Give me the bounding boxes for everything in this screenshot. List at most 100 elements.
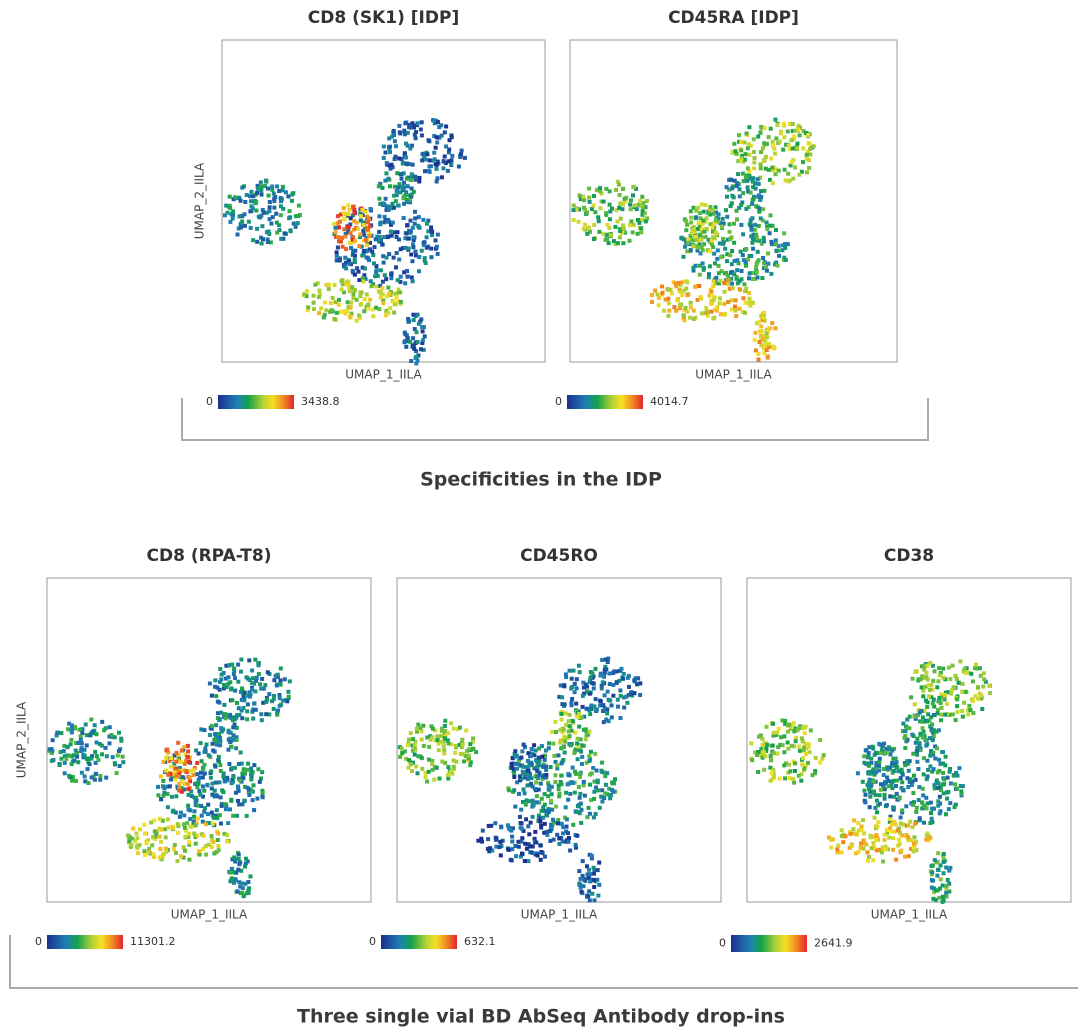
cell-dot [632, 203, 637, 208]
cell-dot [500, 838, 505, 843]
cell-dot [615, 697, 620, 702]
cell-dot [423, 261, 428, 265]
cell-dot [238, 884, 243, 889]
cell-dot [539, 744, 544, 749]
cell-dot [112, 735, 117, 740]
cell-dot [959, 789, 964, 794]
cell-dot [804, 752, 809, 756]
cell-dot [574, 810, 579, 814]
cell-dot [181, 855, 186, 860]
cell-dot [927, 718, 932, 723]
cell-dot [928, 835, 933, 840]
cell-dot [864, 748, 869, 753]
cell-dot [771, 721, 776, 726]
cell-dot [467, 747, 472, 752]
plot-frame [396, 577, 722, 903]
cell-dot [571, 218, 576, 223]
cell-dot [715, 256, 720, 261]
cell-dot [874, 833, 879, 837]
cell-dot [92, 777, 97, 782]
cell-dot [243, 771, 248, 776]
cell-dot [418, 754, 423, 759]
cell-dot [409, 194, 414, 199]
cell-dot [334, 250, 339, 255]
cell-dot [577, 881, 582, 886]
cell-dot [608, 233, 613, 238]
cell-dot [793, 739, 798, 744]
cell-dot [569, 780, 574, 785]
cell-dot [612, 781, 617, 786]
cell-dot [254, 200, 259, 205]
cell-dot [938, 701, 943, 705]
cell-dot [188, 779, 193, 784]
cell-dot [884, 746, 889, 751]
cell-dot [259, 188, 264, 193]
cell-dot [775, 263, 780, 268]
x-axis-label: UMAP_1_IILA [695, 368, 772, 382]
cell-dot [782, 135, 787, 140]
cell-dot [521, 742, 526, 747]
cell-dot [622, 705, 627, 710]
cell-dot [716, 212, 721, 217]
cell-dot [175, 831, 180, 835]
cell-dot [640, 194, 645, 199]
cell-dot [533, 748, 538, 753]
cell-dot [407, 319, 412, 324]
cell-dot [261, 686, 266, 691]
cell-dot [273, 673, 278, 678]
cell-dot [697, 284, 702, 288]
cell-dot [401, 216, 406, 220]
cell-dot [877, 793, 882, 798]
cell-dot [371, 314, 376, 319]
cell-dot [913, 716, 918, 721]
cell-dot [640, 209, 645, 214]
cell-dot [218, 735, 222, 740]
cell-dot [587, 186, 592, 191]
cell-dot [936, 785, 941, 790]
cell-dot [412, 123, 417, 128]
cell-dot [239, 690, 243, 694]
cell-dot [578, 772, 583, 777]
cell-dot [451, 758, 456, 763]
cell-dot [732, 259, 737, 263]
cell-dot [447, 138, 452, 143]
cell-dot [250, 709, 255, 714]
cell-dot [377, 214, 382, 219]
cell-dot [701, 209, 706, 214]
cell-dot [211, 821, 215, 826]
cell-dot [710, 207, 715, 212]
cell-dot [425, 152, 430, 157]
cell-dot [351, 292, 356, 296]
cell-dot [278, 682, 283, 687]
cell-dot [572, 690, 577, 695]
cell-dot [696, 220, 701, 225]
cell-dot [562, 750, 567, 755]
cell-dot [65, 744, 70, 749]
cell-dot [228, 879, 233, 884]
cell-dot [891, 807, 896, 812]
cell-dot [236, 679, 241, 684]
cell-dot [414, 764, 419, 769]
cell-dot [412, 327, 417, 332]
cell-dot [918, 731, 923, 736]
cell-dot [635, 231, 640, 236]
cell-dot [808, 728, 813, 733]
cell-dot [895, 778, 900, 783]
cell-dot [945, 690, 950, 695]
cell-dot [884, 803, 889, 808]
cell-dot [981, 684, 986, 689]
cell-dot [579, 820, 584, 825]
cell-dot [177, 765, 182, 770]
cell-dot [193, 841, 198, 846]
cell-dot [761, 207, 766, 212]
cell-dot [691, 227, 696, 232]
cell-dot [230, 878, 235, 883]
cell-dot [381, 298, 386, 303]
cell-dot [764, 141, 769, 146]
cell-dot [905, 759, 910, 764]
cell-dot [811, 144, 816, 149]
cell-dot [614, 669, 619, 674]
cell-dot [440, 727, 445, 732]
cell-dot [743, 289, 748, 294]
cell-dot [802, 766, 807, 771]
